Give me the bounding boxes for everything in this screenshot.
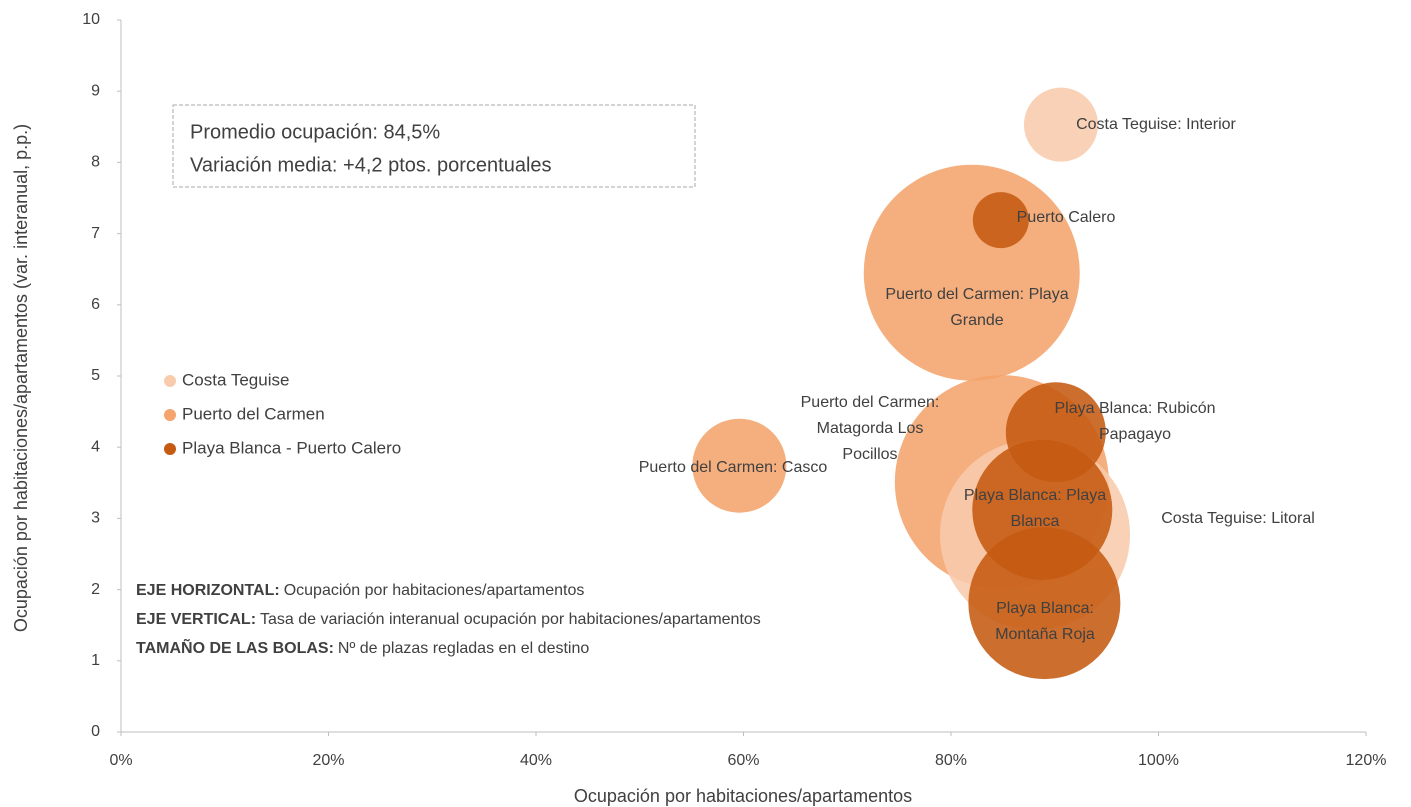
y-tick-label: 8 (91, 154, 100, 171)
note: TAMAÑO DE LAS BOLAS: Nº de plazas reglada… (136, 637, 589, 657)
legend-label: Playa Blanca - Puerto Calero (182, 438, 401, 457)
data-label: Playa Blanca: Montaña Roja (995, 600, 1095, 643)
x-tick-label: 20% (312, 752, 344, 769)
legend-marker (164, 375, 176, 387)
note: EJE HORIZONTAL: Ocupación por habitacione… (136, 582, 584, 599)
annotation-line: Promedio ocupación: 84,5% (190, 121, 440, 143)
bubble (1005, 382, 1106, 483)
note: EJE VERTICAL: Tasa de variación interanua… (136, 611, 761, 628)
legend-marker (164, 443, 176, 455)
data-label: Puerto del Carmen: Playa Grande (885, 286, 1068, 329)
annotation-line: Variación media: +4,2 ptos. porcentuales (190, 154, 552, 176)
data-label: Playa Blanca: Rubicón Papagayo (1055, 400, 1216, 443)
note-label: EJE VERTICAL: (136, 611, 256, 628)
bubble (692, 418, 787, 513)
data-label: Costa Teguise: Interior (1076, 116, 1236, 133)
x-tick-label: 100% (1138, 752, 1179, 769)
y-tick-label: 9 (91, 82, 100, 99)
y-tick-label: 3 (91, 510, 100, 527)
data-label: Puerto del Carmen: Matagorda Los Pocillos (801, 394, 940, 463)
legend-marker (164, 409, 176, 421)
bubble (1023, 87, 1098, 162)
note-text: Nº de plazas regladas en el destino (338, 640, 589, 657)
y-tick-label: 6 (91, 296, 100, 313)
y-tick-label: 2 (91, 581, 100, 598)
note-text: Ocupación por habitaciones/apartamentos (284, 582, 585, 599)
data-label: Playa Blanca: Playa Blanca (964, 487, 1106, 530)
data-label: Puerto Calero (1017, 209, 1116, 226)
x-tick-label: 40% (520, 752, 552, 769)
bubble (863, 164, 1080, 381)
y-tick-label: 10 (82, 11, 100, 28)
bubble (972, 192, 1029, 249)
legend-label: Costa Teguise (182, 370, 289, 389)
x-axis-label: Ocupación por habitaciones/apartamentos (574, 786, 912, 806)
x-tick-label: 0% (109, 752, 132, 769)
y-tick-label: 4 (91, 438, 100, 455)
note-label: EJE HORIZONTAL: (136, 582, 280, 599)
data-label: Costa Teguise: Litoral (1161, 510, 1315, 527)
x-tick-label: 80% (935, 752, 967, 769)
x-tick-label: 60% (727, 752, 759, 769)
legend-label: Puerto del Carmen (182, 404, 325, 423)
y-axis-label: Ocupación por habitaciones/apartamentos … (11, 124, 31, 632)
note-text: Tasa de variación interanual ocupación p… (260, 611, 761, 628)
x-tick-label: 120% (1346, 752, 1387, 769)
y-tick-label: 7 (91, 225, 100, 242)
note-label: TAMAÑO DE LAS BOLAS: (136, 637, 334, 657)
y-tick-label: 0 (91, 723, 100, 740)
data-label: Puerto del Carmen: Casco (639, 459, 828, 476)
y-tick-label: 1 (91, 652, 100, 669)
y-tick-label: 5 (91, 367, 100, 384)
annotation-box (172, 104, 696, 188)
